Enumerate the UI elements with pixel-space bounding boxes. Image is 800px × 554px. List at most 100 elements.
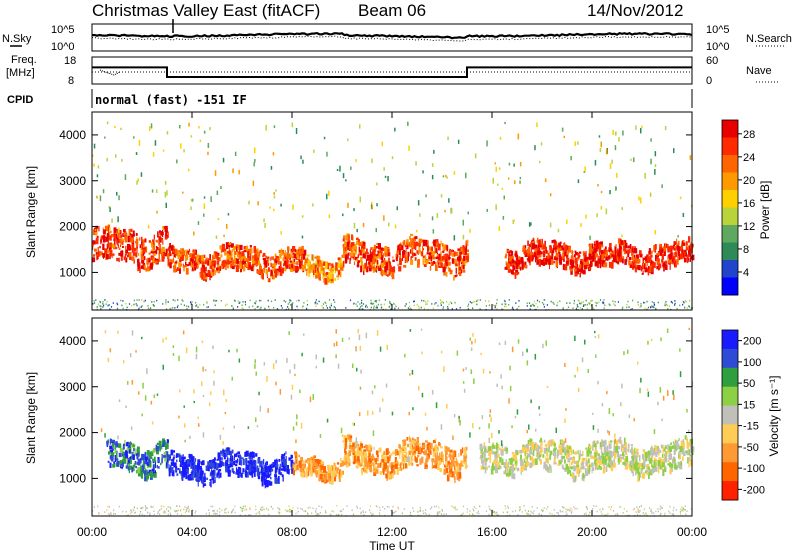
echo-cell	[264, 258, 266, 264]
echo-cell	[686, 247, 688, 251]
echo-cell	[376, 203, 378, 207]
echo-cell	[200, 260, 203, 264]
echo-cell	[685, 300, 687, 303]
echo-cell	[254, 254, 257, 261]
echo-cell	[158, 466, 160, 469]
echo-cell	[462, 265, 465, 269]
echo-cell	[605, 149, 608, 155]
echo-cell	[645, 470, 647, 474]
echo-cell	[423, 300, 425, 302]
echo-cell	[511, 307, 513, 310]
echo-cell	[285, 465, 288, 469]
echo-cell	[452, 451, 455, 457]
echo-cell	[422, 239, 426, 247]
echo-cell	[399, 464, 401, 467]
echo-cell	[353, 222, 356, 229]
echo-cell	[259, 263, 262, 269]
echo-cell	[169, 243, 171, 249]
echo-cell	[99, 245, 101, 249]
echo-cell	[556, 304, 558, 307]
echo-cell	[349, 299, 352, 302]
echo-cell	[442, 175, 445, 178]
echo-cell	[511, 468, 514, 473]
echo-cell	[627, 251, 630, 257]
echo-cell	[227, 466, 230, 471]
echo-cell	[214, 476, 216, 482]
echo-cell	[226, 447, 229, 451]
echo-cell	[237, 466, 240, 470]
echo-cell	[181, 258, 184, 261]
echo-cell	[343, 254, 345, 258]
echo-cell	[565, 261, 568, 265]
echo-cell	[689, 456, 691, 462]
echo-cell	[348, 252, 350, 256]
echo-cell	[340, 263, 344, 267]
echo-cell	[545, 250, 548, 254]
echo-cell	[403, 447, 405, 450]
echo-cell	[216, 474, 218, 478]
echo-cell	[464, 463, 467, 470]
echo-cell	[597, 453, 600, 456]
echo-cell	[130, 426, 133, 431]
echo-cell	[138, 299, 140, 301]
echo-cell	[460, 449, 462, 456]
echo-cell	[218, 463, 223, 468]
echo-cell	[125, 451, 128, 459]
echo-cell	[189, 435, 191, 439]
echo-cell	[244, 452, 248, 457]
echo-cell	[116, 303, 119, 306]
echo-cell	[507, 461, 509, 468]
echo-cell	[595, 463, 598, 469]
echo-cell	[366, 306, 368, 308]
echo-cell	[505, 459, 508, 463]
echo-cell	[685, 241, 688, 246]
echo-cell	[384, 299, 386, 301]
echo-cell	[96, 255, 98, 261]
echo-cell	[289, 263, 292, 269]
echo-cell	[641, 473, 644, 479]
echo-cell	[686, 258, 689, 264]
echo-cell	[376, 242, 379, 246]
echo-cell	[232, 246, 235, 250]
echo-cell	[435, 452, 437, 459]
echo-cell	[416, 250, 420, 254]
echo-cell	[387, 465, 389, 472]
echo-cell	[510, 252, 513, 257]
echo-cell	[676, 238, 678, 246]
echo-cell	[340, 470, 343, 477]
echo-cell	[227, 469, 231, 477]
echo-cell	[428, 246, 432, 251]
echo-cell	[640, 303, 642, 305]
echo-cell	[253, 246, 257, 253]
echo-cell	[291, 122, 294, 128]
echo-cell	[440, 240, 442, 246]
echo-cell	[177, 304, 179, 307]
echo-cell	[305, 472, 308, 478]
echo-cell	[136, 299, 138, 301]
echo-cell	[557, 301, 559, 304]
echo-cell	[329, 306, 331, 309]
echo-cell	[372, 302, 375, 305]
echo-cell	[412, 407, 414, 411]
echo-cell	[152, 239, 155, 245]
echo-cell	[624, 243, 628, 248]
echo-cell	[102, 306, 104, 308]
echo-cell	[493, 304, 495, 307]
echo-cell	[128, 449, 131, 454]
echo-cell	[203, 203, 206, 209]
echo-cell	[301, 265, 304, 271]
echo-cell	[287, 306, 289, 308]
echo-cell	[582, 305, 585, 307]
echo-cell	[687, 457, 691, 462]
echo-cell	[378, 299, 380, 302]
echo-cell	[662, 262, 665, 267]
echo-cell	[386, 456, 390, 464]
echo-cell	[628, 463, 631, 469]
echo-cell	[140, 246, 144, 250]
echo-cell	[558, 252, 561, 255]
echo-cell	[354, 249, 356, 252]
echo-cell	[163, 455, 166, 458]
freq-tick-top: 18	[64, 55, 76, 67]
echo-cell	[676, 260, 679, 265]
echo-cell	[112, 464, 115, 468]
